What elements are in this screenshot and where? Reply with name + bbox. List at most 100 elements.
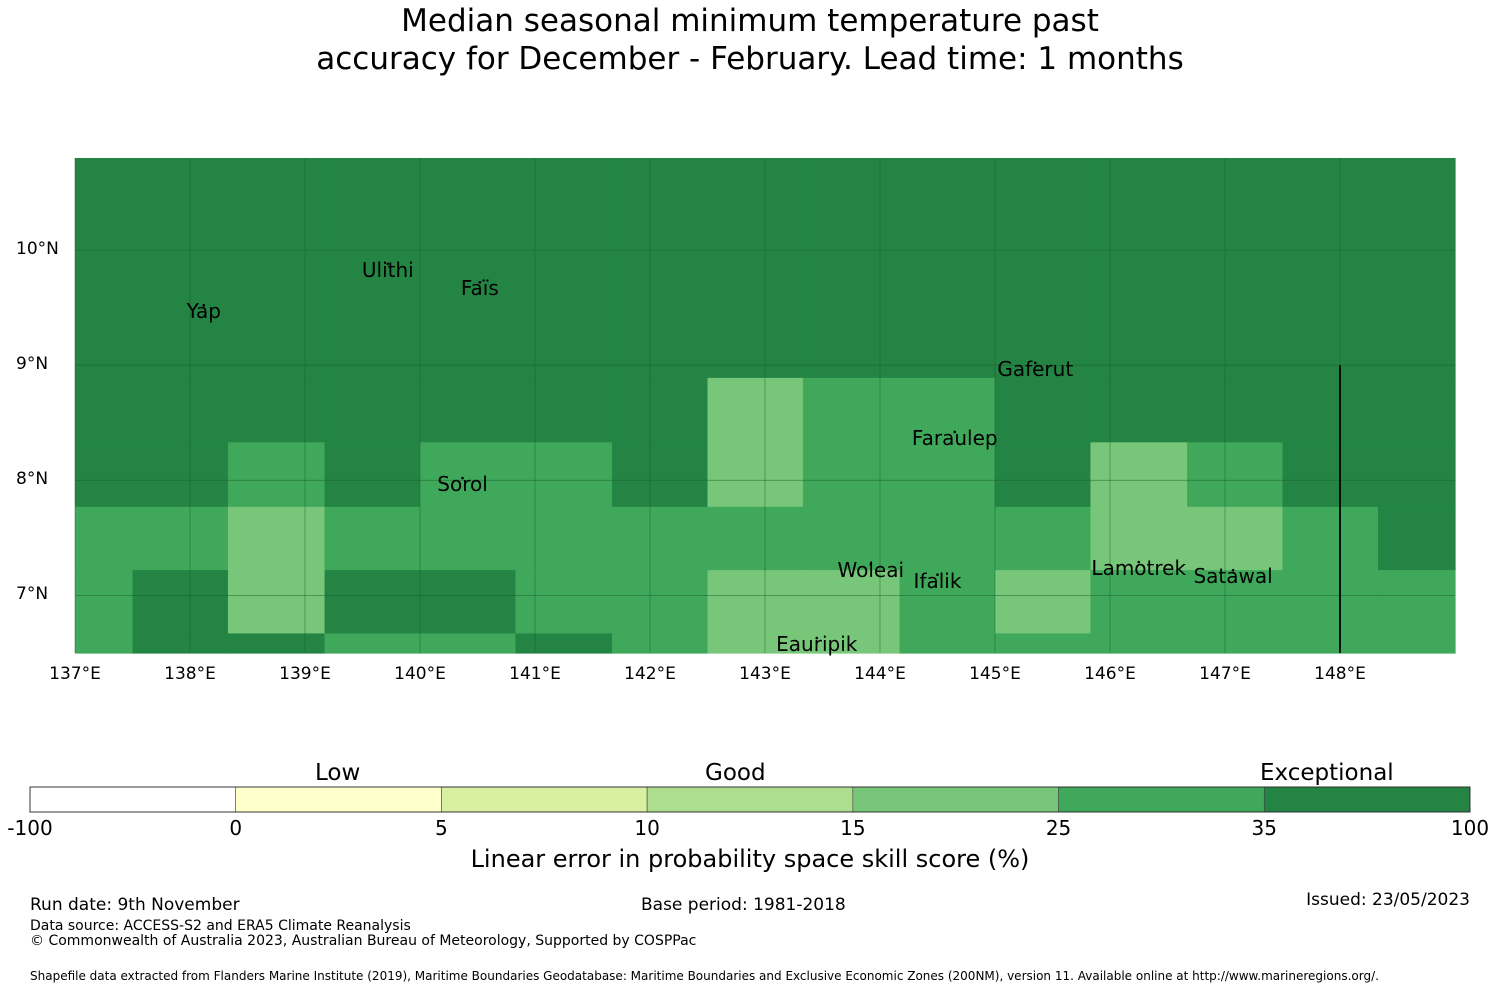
lon-tick-label: 145°E [969, 664, 1021, 684]
colorbar-tick-label: 0 [229, 816, 243, 840]
run-date: Run date: 9th November [30, 895, 240, 915]
island-label-ulithi: Ulithi [361, 257, 414, 282]
lon-tick-label: 148°E [1314, 664, 1366, 684]
skill-cell [75, 633, 134, 654]
shapefile-credit: Shapefile data extracted from Flanders M… [30, 969, 1379, 983]
skill-cell [1377, 377, 1456, 443]
skill-grid [75, 158, 1456, 654]
island-label-sorol: Sorol [437, 472, 488, 497]
issued-date: Issued: 23/05/2023 [1306, 890, 1470, 910]
skill-cell [899, 633, 996, 654]
colorbar-category-good: Good [705, 760, 766, 786]
lon-tick-label: 143°E [739, 664, 791, 684]
island-eauripik-marker [815, 636, 819, 640]
skill-cell [1090, 442, 1188, 508]
skill-cell [1377, 442, 1456, 508]
lat-tick-label: 8°N [16, 469, 49, 490]
title-line-1: Median seasonal minimum temperature past [401, 3, 1099, 39]
colorbar-title: Linear error in probability space skill … [470, 845, 1030, 873]
colorbar-segment [852, 786, 1059, 813]
skill-cell [707, 158, 804, 379]
skill-cell [227, 633, 326, 654]
skill-cell [132, 158, 229, 379]
skill-cell [1282, 633, 1379, 654]
colorbar-segment [29, 786, 237, 813]
skill-cell [995, 377, 1092, 443]
skill-cell [1090, 633, 1188, 654]
skill-cell [802, 633, 901, 654]
skill-cell [132, 377, 229, 443]
colorbar-segment [1058, 786, 1265, 813]
island-lamotrek-marker [1137, 560, 1141, 564]
lat-tick-label: 10°N [16, 239, 59, 260]
skill-cell [1282, 506, 1379, 571]
skill-cell [612, 570, 709, 635]
colorbar-segment [441, 786, 648, 813]
skill-cell [227, 158, 326, 379]
skill-cell [75, 570, 134, 635]
skill-cell [802, 506, 901, 571]
skill-cell [1377, 570, 1456, 635]
skill-cell [612, 442, 709, 508]
colorbar-tick-label: 5 [435, 816, 448, 840]
skill-cell [1090, 158, 1188, 379]
colorbar-tick-label: -100 [7, 816, 53, 840]
skill-cell [612, 377, 709, 443]
skill-cell [707, 442, 804, 508]
skill-cell [75, 377, 134, 443]
colorbar [29, 786, 1471, 813]
lat-tick-label: 7°N [16, 584, 49, 605]
island-label-eauripik: Eauripik [776, 632, 858, 657]
island-sorol-marker [461, 476, 464, 480]
skill-cell [1282, 377, 1379, 443]
skill-cell [1090, 377, 1188, 443]
skill-cell [802, 158, 901, 379]
skill-cell [515, 570, 613, 635]
skill-cell [995, 633, 1092, 654]
skill-cell [515, 506, 613, 571]
skill-cell [899, 506, 996, 571]
lat-tick-label: 9°N [16, 354, 49, 375]
skill-cell [75, 442, 134, 508]
skill-cell [324, 633, 421, 654]
island-markers [202, 262, 1235, 640]
skill-cell [132, 506, 229, 571]
skill-cell [227, 506, 326, 571]
colorbar-tick-label: 35 [1251, 816, 1278, 840]
skill-cell [899, 158, 996, 379]
skill-cell [899, 442, 996, 508]
skill-cell [802, 377, 901, 443]
lon-tick-label: 138°E [164, 664, 216, 684]
lon-tick-label: 146°E [1084, 664, 1136, 684]
skill-cell [612, 633, 709, 654]
skill-cell [515, 158, 613, 379]
island-satawal-marker [1231, 568, 1235, 572]
skill-cell [420, 442, 517, 508]
skill-cell [995, 158, 1092, 379]
skill-cell [75, 158, 134, 379]
skill-cell [1187, 158, 1284, 379]
skill-cell [420, 377, 517, 443]
island-label-satawal: Satawal [1193, 564, 1273, 589]
skill-cell [707, 570, 804, 635]
skill-cell [420, 633, 517, 654]
island-label-yap: Yap [186, 299, 222, 324]
skill-cell [1377, 506, 1456, 571]
skill-cell [227, 570, 326, 635]
skill-cell [1282, 570, 1379, 635]
data-source: Data source: ACCESS-S2 and ERA5 Climate … [30, 918, 411, 934]
island-faïs-marker [478, 281, 482, 284]
lon-tick-label: 147°E [1199, 664, 1251, 684]
lon-tick-label: 140°E [394, 664, 446, 684]
island-faraulep-marker [953, 430, 957, 434]
island-label-faraulep: Faraulep [911, 425, 998, 450]
skill-cell [227, 377, 326, 443]
colorbar-segment [1263, 786, 1471, 813]
island-ulithi-marker [386, 262, 390, 266]
skill-cell [899, 377, 996, 443]
colorbar-tick-label: 15 [840, 816, 866, 840]
skill-cell [707, 377, 804, 443]
colorbar-tick-label: 25 [1045, 816, 1072, 840]
skill-cell [227, 442, 326, 508]
